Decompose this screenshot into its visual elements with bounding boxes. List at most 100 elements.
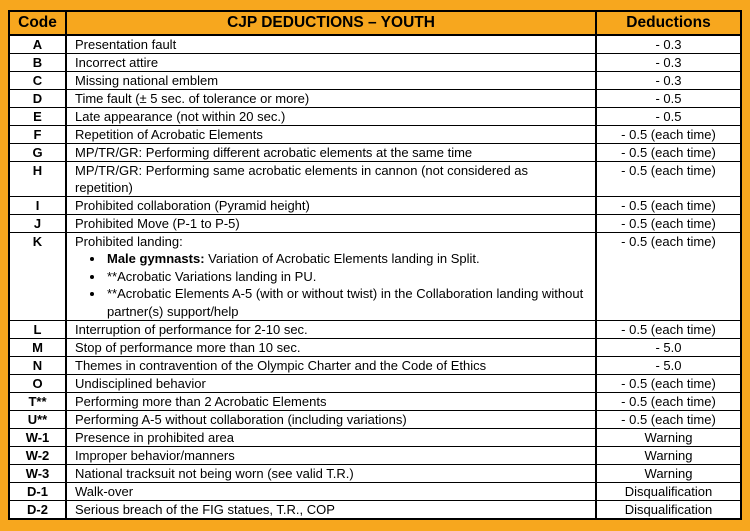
code-cell: K bbox=[8, 232, 67, 321]
deduction-cell: - 0.5 bbox=[595, 107, 742, 126]
code-cell: D-2 bbox=[8, 500, 67, 520]
deduction-cell: - 0.5 (each time) bbox=[595, 410, 742, 429]
description-bullet-list: Male gymnasts: Variation of Acrobatic El… bbox=[75, 250, 589, 320]
table-row: I Prohibited collaboration (Pyramid heigh… bbox=[8, 196, 742, 215]
code-cell: W-3 bbox=[8, 464, 67, 483]
deduction-cell: - 0.5 bbox=[595, 89, 742, 108]
deduction-cell: - 0.3 bbox=[595, 71, 742, 90]
description-text: Late appearance (not within 20 sec.) bbox=[75, 109, 286, 124]
description-cell: MP/TR/GR: Performing different acrobatic… bbox=[65, 143, 597, 162]
table-row: W-2 Improper behavior/manners Warning bbox=[8, 446, 742, 465]
code-cell: W-2 bbox=[8, 446, 67, 465]
deduction-cell: Warning bbox=[595, 464, 742, 483]
description-cell: National tracksuit not being worn (see v… bbox=[65, 464, 597, 483]
code-column-header: Code bbox=[8, 10, 67, 36]
description-cell: Time fault (± 5 sec. of tolerance or mor… bbox=[65, 89, 597, 108]
description-cell: Prohibited collaboration (Pyramid height… bbox=[65, 196, 597, 215]
description-text: Time fault (± 5 sec. of tolerance or mor… bbox=[75, 91, 310, 106]
description-text: Performing A-5 without collaboration (in… bbox=[75, 412, 407, 427]
description-text: Serious breach of the FIG statues, T.R.,… bbox=[75, 502, 335, 517]
code-cell: D-1 bbox=[8, 482, 67, 501]
code-cell: J bbox=[8, 214, 67, 233]
description-text: Missing national emblem bbox=[75, 73, 219, 88]
description-text: National tracksuit not being worn (see v… bbox=[75, 466, 354, 481]
deductions-column-header: Deductions bbox=[595, 10, 742, 36]
deduction-cell: - 5.0 bbox=[595, 338, 742, 357]
description-text: Prohibited collaboration (Pyramid height… bbox=[75, 198, 310, 213]
deduction-cell: Disqualification bbox=[595, 482, 742, 501]
deduction-cell: - 0.5 (each time) bbox=[595, 374, 742, 393]
description-text: Repetition of Acrobatic Elements bbox=[75, 127, 263, 142]
code-cell: I bbox=[8, 196, 67, 215]
description-cell: MP/TR/GR: Performing same acrobatic elem… bbox=[65, 161, 597, 197]
deduction-cell: - 0.5 (each time) bbox=[595, 196, 742, 215]
description-text: Presence in prohibited area bbox=[75, 430, 234, 445]
code-cell: A bbox=[8, 34, 67, 54]
description-cell: Interruption of performance for 2-10 sec… bbox=[65, 320, 597, 339]
deduction-cell: - 0.5 (each time) bbox=[595, 392, 742, 411]
table-row: B Incorrect attire - 0.3 bbox=[8, 53, 742, 72]
table-row: C Missing national emblem - 0.3 bbox=[8, 71, 742, 90]
description-cell: Presence in prohibited area bbox=[65, 428, 597, 447]
description-text: MP/TR/GR: Performing same acrobatic elem… bbox=[75, 163, 529, 195]
deduction-cell: - 5.0 bbox=[595, 356, 742, 375]
deduction-cell: Warning bbox=[595, 446, 742, 465]
bullet-item: **Acrobatic Variations landing in PU. bbox=[105, 268, 589, 286]
deduction-cell: - 0.5 (each time) bbox=[595, 320, 742, 339]
code-cell: G bbox=[8, 143, 67, 162]
description-text: Prohibited landing: bbox=[75, 234, 183, 249]
description-cell: Incorrect attire bbox=[65, 53, 597, 72]
code-cell: U** bbox=[8, 410, 67, 429]
table-row: F Repetition of Acrobatic Elements - 0.5 (… bbox=[8, 125, 742, 144]
description-text: Performing more than 2 Acrobatic Element… bbox=[75, 394, 327, 409]
description-cell: Prohibited landing:Male gymnasts: Variat… bbox=[65, 232, 597, 321]
table-row: E Late appearance (not within 20 sec.) - 0… bbox=[8, 107, 742, 126]
table-row: W-3 National tracksuit not being worn (se… bbox=[8, 464, 742, 483]
code-cell: D bbox=[8, 89, 67, 108]
deduction-cell: - 0.5 (each time) bbox=[595, 232, 742, 321]
bullet-item: **Acrobatic Elements A-5 (with or withou… bbox=[105, 285, 589, 320]
deduction-cell: - 0.5 (each time) bbox=[595, 143, 742, 162]
code-cell: T** bbox=[8, 392, 67, 411]
code-cell: H bbox=[8, 161, 67, 197]
description-text: Stop of performance more than 10 sec. bbox=[75, 340, 301, 355]
table-row: M Stop of performance more than 10 sec. - … bbox=[8, 338, 742, 357]
table-title: CJP DEDUCTIONS – YOUTH bbox=[65, 10, 597, 36]
table-row: W-1 Presence in prohibited area Warning bbox=[8, 428, 742, 447]
table-body: A Presentation fault - 0.3 B Incorrect attir… bbox=[8, 34, 742, 520]
description-cell: Performing A-5 without collaboration (in… bbox=[65, 410, 597, 429]
code-cell: N bbox=[8, 356, 67, 375]
table-row: D-1 Walk-over Disqualification bbox=[8, 482, 742, 501]
description-cell: Presentation fault bbox=[65, 34, 597, 54]
code-cell: B bbox=[8, 53, 67, 72]
description-cell: Prohibited Move (P-1 to P-5) bbox=[65, 214, 597, 233]
code-cell: O bbox=[8, 374, 67, 393]
description-cell: Late appearance (not within 20 sec.) bbox=[65, 107, 597, 126]
description-text: Improper behavior/manners bbox=[75, 448, 235, 463]
description-text: MP/TR/GR: Performing different acrobatic… bbox=[75, 145, 473, 160]
description-text: Presentation fault bbox=[75, 37, 177, 52]
header-row: Code CJP DEDUCTIONS – YOUTH Deductions bbox=[8, 10, 742, 36]
description-text: Incorrect attire bbox=[75, 55, 159, 70]
description-text: Themes in contravention of the Olympic C… bbox=[75, 358, 487, 373]
code-cell: W-1 bbox=[8, 428, 67, 447]
table-row: D-2 Serious breach of the FIG statues, T.… bbox=[8, 500, 742, 520]
code-cell: C bbox=[8, 71, 67, 90]
description-cell: Undisciplined behavior bbox=[65, 374, 597, 393]
description-cell: Improper behavior/manners bbox=[65, 446, 597, 465]
description-text: Undisciplined behavior bbox=[75, 376, 206, 391]
description-text: Prohibited Move (P-1 to P-5) bbox=[75, 216, 240, 231]
table-row: O Undisciplined behavior - 0.5 (each time) bbox=[8, 374, 742, 393]
description-cell: Missing national emblem bbox=[65, 71, 597, 90]
deduction-cell: - 0.3 bbox=[595, 53, 742, 72]
table-row: L Interruption of performance for 2-10 se… bbox=[8, 320, 742, 339]
code-cell: F bbox=[8, 125, 67, 144]
description-cell: Themes in contravention of the Olympic C… bbox=[65, 356, 597, 375]
code-cell: M bbox=[8, 338, 67, 357]
cjp-deductions-table: Code CJP DEDUCTIONS – YOUTH Deductions A… bbox=[8, 10, 742, 520]
description-text: Walk-over bbox=[75, 484, 134, 499]
deduction-cell: - 0.5 (each time) bbox=[595, 161, 742, 197]
description-text: Interruption of performance for 2-10 sec… bbox=[75, 322, 308, 337]
deduction-cell: - 0.5 (each time) bbox=[595, 125, 742, 144]
